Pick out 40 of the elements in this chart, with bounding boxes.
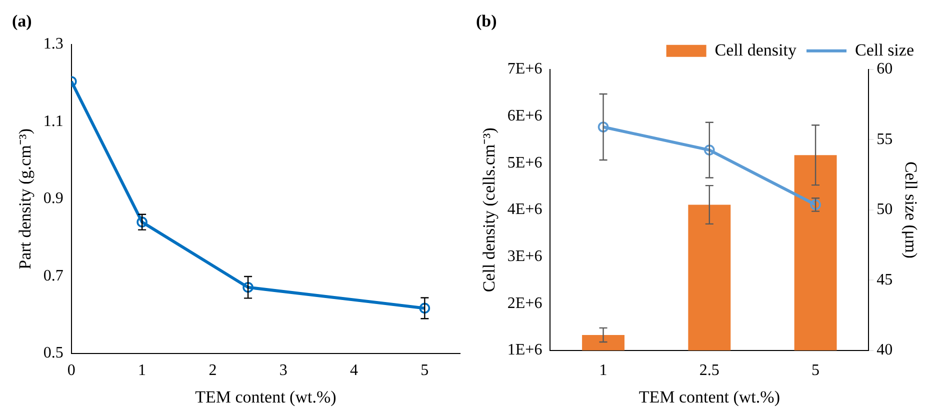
point	[704, 144, 715, 156]
legend-label: Cell density	[714, 40, 797, 60]
point	[598, 122, 609, 132]
x-tick-label: 2	[208, 362, 217, 380]
point	[136, 216, 148, 228]
y-tick-label: 1.1	[43, 112, 64, 130]
y-axis-title: Part density (g.cm⁻³)	[16, 128, 35, 270]
x-tick-label: 3	[279, 362, 288, 380]
y-tick-label: 0.9	[43, 190, 64, 208]
y2-tick-label: 40	[876, 342, 893, 359]
x-tick-label: 5	[812, 362, 820, 380]
x-axis-title: TEM content (wt.%)	[638, 387, 780, 406]
x-tick-label: 4	[350, 362, 358, 380]
y-tick-label: 4E+6	[507, 201, 542, 218]
point	[242, 282, 254, 293]
y-tick-label: 2E+6	[507, 294, 542, 312]
y2-tick-label: 45	[876, 271, 893, 288]
chart-title: (a)	[12, 12, 32, 31]
y-tick-label: 1.3	[43, 36, 64, 53]
y2-tick-label: 50	[876, 201, 893, 218]
y-tick-label: 1E+6	[507, 342, 542, 359]
y-tick-label: 0.7	[43, 267, 64, 284]
y2-axis-title: Cell size (μm)	[901, 161, 920, 258]
point	[419, 302, 430, 314]
x-tick-label: 2.5	[699, 362, 720, 380]
x-tick-label: 1	[599, 362, 608, 380]
y2-tick-label: 55	[876, 130, 893, 148]
y-tick-label: 3E+6	[507, 248, 542, 265]
y-tick-label: 6E+6	[507, 107, 542, 124]
legend-label: Cell size	[854, 40, 914, 60]
x-tick-label: 1	[138, 362, 146, 380]
chart-title: (b)	[476, 12, 497, 31]
x-axis-title: TEM content (wt.%)	[195, 387, 336, 406]
x-tick-label: 5	[420, 362, 429, 380]
y-tick-label: 0.5	[43, 344, 64, 362]
y-tick-label: 5E+6	[507, 154, 542, 172]
y-axis-title: Cell density (cells.cm⁻³)	[480, 128, 499, 292]
y-tick-label: 7E+6	[507, 60, 542, 78]
y2-tick-label: 60	[876, 60, 893, 78]
x-tick-label: 0	[67, 362, 76, 380]
